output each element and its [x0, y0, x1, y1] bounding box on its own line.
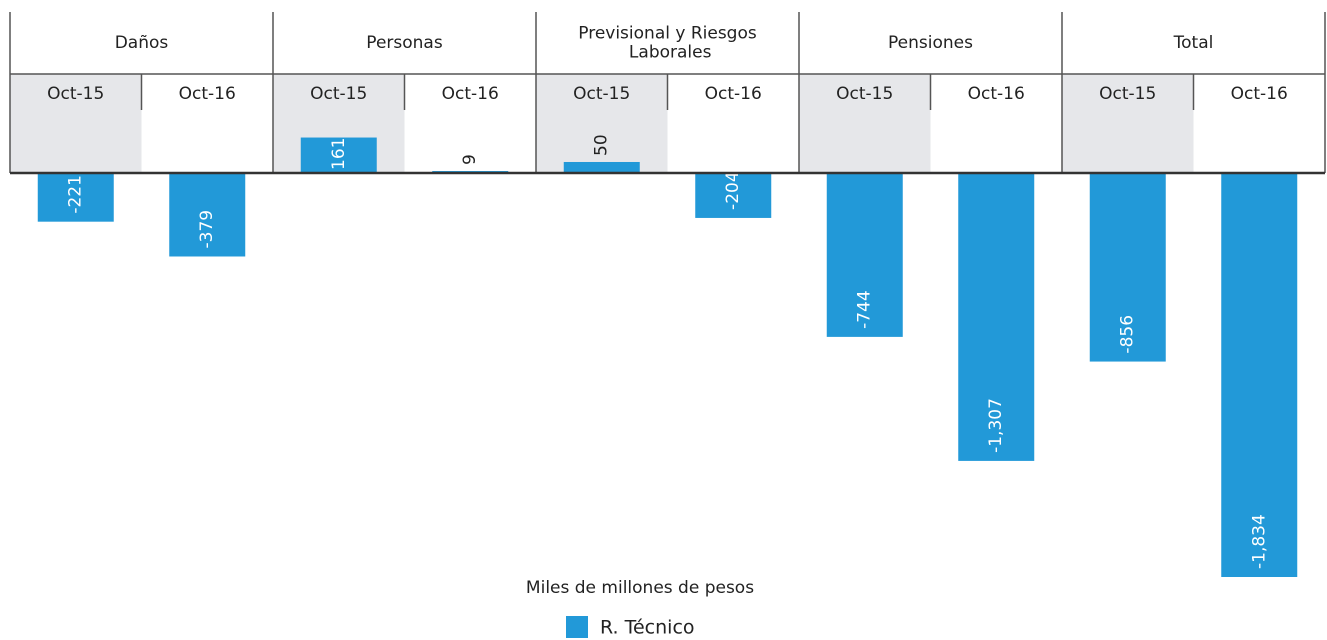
value-label: -1,834: [1249, 514, 1269, 569]
unit-caption: Miles de millones de pesos: [526, 578, 754, 598]
x-tick-label: Oct-16: [179, 84, 236, 104]
cell-shade: [799, 74, 931, 173]
x-tick-label: Oct-16: [968, 84, 1025, 104]
value-label: -856: [1118, 315, 1138, 354]
bar: [1221, 173, 1298, 577]
x-tick-label: Oct-15: [47, 84, 104, 104]
x-tick-label: Oct-15: [1099, 84, 1156, 104]
x-tick-label: Oct-15: [836, 84, 893, 104]
x-tick-label: Oct-16: [442, 84, 499, 104]
group-label: Previsional y Riesgos Laborales: [578, 24, 757, 63]
legend-swatch: [566, 616, 588, 638]
x-tick-label: Oct-15: [310, 84, 367, 104]
group-label: Pensiones: [888, 33, 973, 53]
bar: [563, 161, 640, 173]
legend-label: R. Técnico: [600, 617, 695, 639]
value-label: -204: [723, 171, 743, 210]
value-label: -1,307: [986, 398, 1006, 453]
x-tick-label: Oct-15: [573, 84, 630, 104]
cell-shade: [1062, 74, 1194, 173]
value-label: -379: [197, 210, 217, 249]
bar: [37, 173, 114, 222]
group-label: Personas: [366, 33, 443, 53]
bar: [169, 173, 246, 257]
x-tick-label: Oct-16: [1231, 84, 1288, 104]
group-label: Total: [1173, 33, 1214, 53]
bar: [826, 173, 903, 337]
value-label: 161: [329, 138, 349, 170]
cell-shade: [10, 74, 142, 173]
bar: [958, 173, 1035, 461]
bar: [300, 137, 377, 173]
value-label: -221: [66, 175, 86, 214]
cell-shade: [536, 74, 668, 173]
value-label: 9: [460, 154, 480, 165]
group-label: Daños: [115, 33, 169, 53]
value-label: -744: [855, 290, 875, 329]
value-label: 50: [592, 134, 612, 156]
bar: [1089, 173, 1166, 362]
bar: [695, 173, 772, 218]
x-tick-label: Oct-16: [705, 84, 762, 104]
